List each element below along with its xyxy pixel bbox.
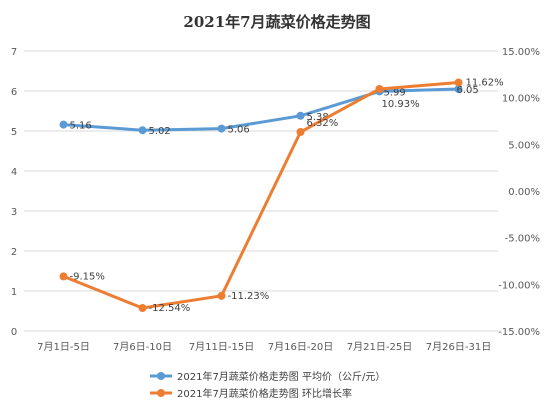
data-point	[59, 272, 68, 281]
left-axis-ticks: 0 1 2 3 4 5 6 7	[11, 47, 17, 338]
left-axis-tick-label: 2	[11, 247, 17, 258]
right-axis-tick-label: -10.00%	[498, 280, 540, 291]
left-axis-tick-label: 5	[11, 127, 17, 138]
data-label: 10.93%	[382, 99, 420, 110]
left-axis-tick-label: 3	[11, 207, 17, 218]
data-label: 5.06	[228, 125, 250, 136]
left-axis-tick-label: 0	[11, 327, 17, 338]
chart-title: 2021年7月蔬菜价格走势图	[183, 13, 370, 31]
data-label: 6.32%	[307, 118, 339, 129]
legend-label: 2021年7月蔬菜价格走势图 平均价（公斤/元）	[177, 370, 385, 383]
left-axis-tick-label: 1	[11, 287, 17, 298]
legend-marker	[157, 372, 165, 380]
legend-marker	[157, 389, 165, 397]
right-axis-ticks: -15.00% -10.00% -5.00% 0.00% 5.00% 10.00% 15.0…	[498, 47, 540, 338]
data-point	[59, 120, 68, 129]
x-axis-tick-label: 7月26日-31日	[426, 341, 491, 353]
data-label: 5.38	[307, 112, 329, 123]
series-line	[63, 87, 459, 132]
data-label: 6.05	[457, 85, 479, 96]
data-point	[138, 126, 147, 135]
right-axis-tick-label: -5.00%	[505, 234, 540, 245]
data-label: 5.16	[70, 121, 92, 132]
right-axis-tick-label: 5.00%	[508, 140, 540, 151]
data-label: 11.62%	[466, 78, 504, 89]
series-average-price: 5.16 5.02 5.06 5.38 5.99 6.05	[59, 85, 479, 137]
data-point	[217, 291, 226, 300]
data-point	[454, 85, 463, 93]
legend: 2021年7月蔬菜价格走势图 平均价（公斤/元） 2021年7月蔬菜价格走势图 环…	[150, 370, 385, 400]
data-point	[296, 111, 305, 120]
data-point	[138, 304, 147, 313]
right-axis-tick-label: 15.00%	[502, 47, 540, 58]
left-axis-tick-label: 4	[11, 167, 17, 178]
data-point	[217, 124, 226, 133]
x-axis-tick-label: 7月11日-15日	[189, 341, 254, 353]
data-label: -12.54%	[149, 303, 191, 314]
data-label: 5.99	[384, 87, 406, 98]
right-axis-tick-label: -15.00%	[498, 327, 540, 338]
data-point	[454, 78, 463, 87]
x-axis-tick-label: 7月1日-5日	[37, 341, 90, 353]
data-label: -9.15%	[70, 271, 105, 282]
left-axis-tick-label: 6	[11, 87, 17, 98]
x-axis-tick-label: 7月6日-10日	[113, 341, 172, 353]
data-label: -11.23%	[228, 291, 270, 302]
legend-label: 2021年7月蔬菜价格走势图 环比增长率	[177, 387, 352, 400]
series-growth-rate: -9.15% -12.54% -11.23% 6.32% 10.93% 11.62%	[59, 78, 504, 314]
data-point	[375, 84, 384, 93]
x-axis-ticks: 7月1日-5日 7月6日-10日 7月11日-15日 7月16日-20日 7月21日-2…	[37, 341, 491, 353]
right-axis-tick-label: 0.00%	[508, 187, 540, 198]
series-line	[62, 81, 459, 310]
x-axis-tick-label: 7月16日-20日	[268, 341, 333, 353]
data-label: 5.02	[149, 126, 171, 137]
left-axis-tick-label: 7	[11, 47, 17, 58]
right-axis-tick-label: 10.00%	[502, 94, 540, 105]
x-axis-tick-label: 7月21日-25日	[347, 341, 412, 353]
data-point	[296, 128, 305, 137]
